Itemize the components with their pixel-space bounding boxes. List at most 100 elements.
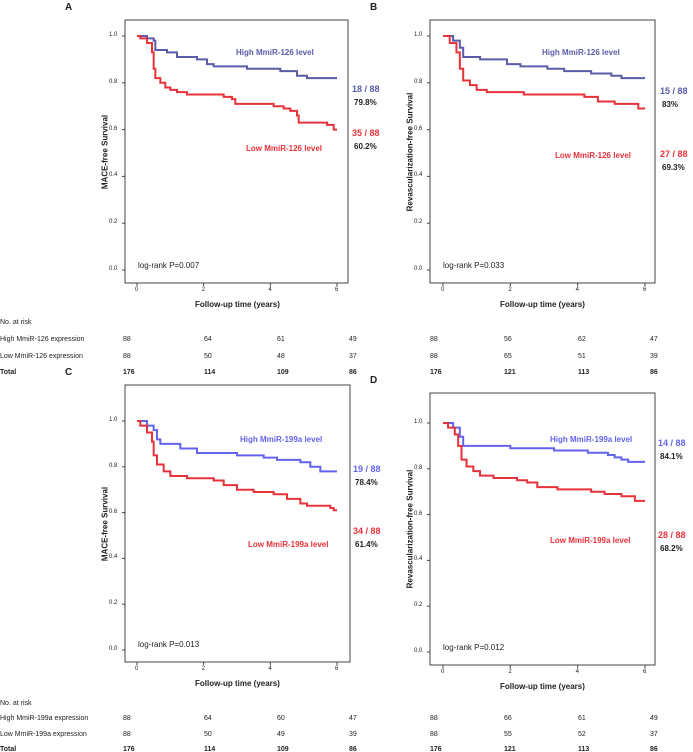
risk-count: 61: [578, 715, 586, 722]
y-tick-label: 0.6: [109, 125, 118, 132]
survival-curve-high: [443, 422, 645, 463]
survival-percent: 83%: [662, 100, 679, 109]
risk-table-header: No. at risk: [0, 319, 32, 326]
events-count: 35 / 88: [352, 128, 380, 138]
series-label-high: High MmiR-126 level: [542, 48, 620, 57]
y-tick-label: 1.0: [414, 32, 423, 38]
risk-row-label: Low MmiR-126 expression: [0, 353, 83, 360]
x-axis-label: Follow-up time (years): [500, 300, 585, 309]
risk-count: 88: [123, 731, 131, 738]
x-tick-label: 6: [643, 669, 647, 675]
risk-count: 47: [650, 336, 658, 343]
y-tick-label: 0.8: [109, 78, 118, 85]
risk-count: 62: [578, 336, 586, 343]
risk-count: 37: [650, 731, 658, 738]
risk-count: 113: [578, 746, 590, 752]
y-tick-label: 0.4: [109, 554, 118, 561]
risk-count: 109: [277, 369, 289, 376]
y-tick-label: 0.2: [109, 219, 118, 226]
risk-count: 49: [349, 336, 357, 343]
events-count: 28 / 88: [658, 530, 686, 540]
risk-row-label: High MmiR-199a expression: [0, 715, 89, 722]
y-axis-label: MACE-free Survival: [100, 486, 110, 561]
risk-count: 88: [430, 715, 438, 722]
series-label-high: High MmiR-199a level: [240, 435, 323, 444]
risk-count: 37: [349, 353, 357, 360]
y-axis-label: Revascularization-free Survival: [405, 469, 415, 589]
survival-percent: 84.1%: [660, 452, 683, 461]
x-tick-label: 0: [441, 287, 445, 293]
series-label-low: Low MmiR-126 level: [246, 144, 323, 153]
panel-label: C: [65, 367, 73, 378]
risk-count: 114: [204, 369, 216, 376]
panel-label: D: [370, 375, 378, 386]
risk-count: 39: [349, 731, 357, 738]
survival-percent: 60.2%: [354, 142, 377, 151]
series-label-low: Low MmiR-199a level: [550, 536, 631, 545]
y-tick-label: 0.8: [414, 464, 423, 471]
y-tick-label: 0.2: [414, 602, 423, 609]
x-tick-label: 4: [268, 666, 272, 672]
x-axis-label: Follow-up time (years): [195, 300, 280, 309]
survival-percent: 61.4%: [355, 540, 378, 549]
risk-count: 86: [349, 746, 357, 752]
x-tick-label: 2: [508, 669, 512, 675]
survival-curve-low: [137, 420, 337, 512]
risk-count: 86: [349, 369, 357, 376]
events-count: 14 / 88: [658, 438, 686, 448]
events-count: 18 / 88: [352, 84, 380, 94]
risk-row-label: High MmiR-126 expression: [0, 336, 85, 343]
y-axis-label: MACE-free Survival: [100, 114, 110, 189]
y-axis-label: Revascularization-free Survival: [405, 92, 415, 211]
risk-count: 51: [578, 353, 586, 360]
events-count: 19 / 88: [353, 464, 381, 474]
risk-count: 121: [504, 746, 516, 752]
series-label-high: High MmiR-126 level: [236, 48, 314, 57]
y-tick-label: 0.0: [109, 266, 118, 272]
survival-curve-low: [443, 422, 645, 502]
y-tick-label: 0.0: [414, 266, 423, 272]
risk-count: 55: [504, 731, 512, 738]
survival-curve-low: [137, 35, 337, 131]
risk-count: 176: [123, 369, 135, 376]
risk-row-label: Total: [0, 369, 17, 376]
risk-count: 60: [277, 715, 285, 722]
risk-count: 49: [650, 715, 658, 722]
risk-row-label: Low MmiR-199a expression: [0, 731, 87, 738]
survival-curve-high: [137, 35, 337, 80]
panel-label: B: [370, 2, 378, 13]
survival-percent: 79.8%: [354, 98, 377, 107]
survival-percent: 69.3%: [662, 163, 685, 172]
x-tick-label: 2: [508, 287, 512, 293]
risk-table-header: No. at risk: [0, 700, 32, 707]
risk-count: 86: [650, 369, 658, 376]
risk-count: 65: [504, 353, 512, 360]
risk-count: 176: [430, 746, 442, 752]
risk-count: 64: [204, 715, 212, 722]
x-tick-label: 0: [135, 287, 139, 293]
logrank-p-value: log-rank P=0.033: [443, 261, 505, 270]
x-tick-label: 2: [201, 287, 205, 293]
events-count: 27 / 88: [660, 149, 688, 159]
risk-count: 109: [277, 746, 289, 752]
risk-count: 64: [204, 336, 212, 343]
x-tick-label: 6: [335, 287, 339, 293]
plot-frame: [429, 392, 656, 666]
risk-count: 47: [349, 715, 357, 722]
series-label-low: Low MmiR-126 level: [555, 151, 632, 160]
events-count: 34 / 88: [353, 526, 381, 536]
y-tick-label: 0.4: [109, 172, 118, 179]
risk-count: 113: [578, 369, 590, 376]
y-tick-label: 0.0: [414, 648, 423, 654]
x-tick-label: 4: [268, 287, 272, 293]
risk-count: 88: [430, 336, 438, 343]
x-tick-label: 6: [335, 666, 339, 672]
risk-count: 50: [204, 353, 212, 360]
risk-count: 48: [277, 353, 285, 360]
plot-frame: [124, 19, 349, 284]
logrank-p-value: log-rank P=0.012: [443, 643, 505, 652]
y-tick-label: 1.0: [109, 417, 118, 423]
y-tick-label: 1.0: [414, 419, 423, 425]
x-tick-label: 6: [643, 287, 647, 293]
